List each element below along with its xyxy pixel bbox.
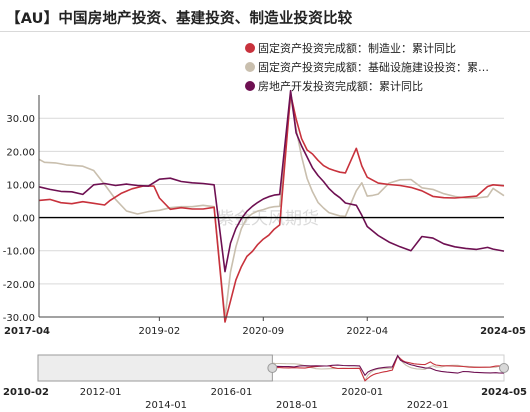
navigator-tick-label: 2012-01 — [80, 387, 122, 398]
legend-marker-real-estate — [245, 80, 255, 91]
y-tick-label: -10.00 — [3, 247, 35, 258]
series-line-real-estate — [38, 89, 505, 273]
y-tick-label: 20.00 — [6, 147, 35, 158]
chart-title: 【AU】中国房地产投资、基建投资、制造业投资比较 — [6, 11, 353, 27]
navigator-tick-label: 2024-05 — [481, 387, 527, 398]
axis-layer: 30.00 20.00 10.00 0.00 -10.00 -20.00 -30.00 201… — [3, 95, 526, 337]
navigator-unselected-mask — [38, 355, 273, 381]
legend-marker-manufacturing — [245, 42, 255, 53]
navigator-handle-right[interactable] — [499, 363, 509, 373]
legend-item-manufacturing[interactable]: 固定资产投资完成额：制造业：累计同比 — [245, 38, 530, 57]
x-tick-label: 2017-04 — [4, 326, 50, 337]
navigator-series-infrastructure — [272, 355, 505, 382]
legend: 固定资产投资完成额：制造业：累计同比 固定资产投资完成额：基础设施建设投资：累…… — [245, 38, 530, 95]
y-tick-label: 10.00 — [6, 180, 35, 191]
navigator-tick-label: 2016-01 — [211, 387, 253, 398]
navigator-tick-label: 2010-02 — [3, 387, 49, 398]
x-tick-label: 2022-04 — [346, 326, 388, 337]
x-tick-label: 2020-09 — [242, 326, 284, 337]
title-divider — [0, 31, 530, 32]
x-tick-label: 2024-05 — [480, 326, 526, 337]
navigator-tick-label: 2018-01 — [276, 400, 318, 411]
watermark: 紫金天风期货 — [217, 209, 319, 229]
x-tick-label: 2019-02 — [138, 326, 180, 337]
legend-item-real-estate[interactable]: 房地产开发投资完成额：累计同比 — [245, 76, 530, 95]
navigator-handle-left[interactable] — [267, 363, 278, 373]
y-tick-label: 30.00 — [6, 114, 35, 125]
legend-marker-infrastructure — [245, 61, 255, 72]
series-line-manufacturing — [38, 93, 505, 323]
y-tick-label: -30.00 — [3, 313, 35, 324]
series-layer — [38, 89, 505, 323]
navigator-tick-label: 2022-01 — [407, 400, 449, 411]
navigator-tick-label: 2014-01 — [145, 400, 187, 411]
series-line-infrastructure — [38, 95, 505, 319]
range-navigator[interactable]: 2010-02 2012-01 2016-01 2020-01 2024-05 2014-… — [3, 354, 527, 411]
y-tick-label: 0.00 — [13, 214, 35, 225]
legend-item-infrastructure[interactable]: 固定资产投资完成额：基础设施建设投资：累… — [245, 57, 530, 76]
navigator-tick-label: 2020-01 — [341, 387, 383, 398]
y-tick-label: -20.00 — [3, 280, 35, 291]
navigator-series-real-estate — [272, 354, 505, 377]
